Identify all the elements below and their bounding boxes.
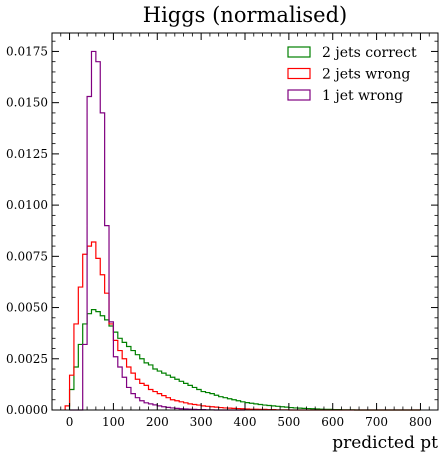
x-axis-label: predicted pt <box>332 433 438 453</box>
x-tick-label: 500 <box>277 415 300 429</box>
legend-swatch <box>287 67 311 80</box>
y-tick-label: 0.0100 <box>6 198 48 212</box>
plot-frame <box>51 32 439 411</box>
legend-swatch <box>287 89 311 101</box>
y-tick-label: 0.0075 <box>6 249 48 263</box>
plot-area <box>64 50 421 411</box>
y-tick-label: 0.0125 <box>6 147 48 161</box>
series-1-histogram <box>68 309 421 411</box>
series-3-histogram <box>69 50 245 411</box>
axis-ticks: 0 100 200 300 400 500 600 700 800 0.0000 0.0025 0.0… <box>6 33 439 429</box>
x-tick-label: 200 <box>146 415 169 429</box>
x-tick-label: 600 <box>321 415 344 429</box>
x-tick-label: 800 <box>409 415 432 429</box>
x-tick-label: 100 <box>102 415 125 429</box>
x-tick-label: 400 <box>234 415 257 429</box>
y-tick-label: 0.0025 <box>6 352 48 366</box>
y-tick-label: 0.0050 <box>6 301 48 315</box>
legend-label: 2 jets wrong <box>322 67 410 83</box>
series-2-histogram <box>64 241 421 411</box>
x-tick-label: 0 <box>66 415 74 429</box>
x-tick-label: 700 <box>365 415 388 429</box>
x-tick-label: 300 <box>190 415 213 429</box>
y-tick-label: 0.0000 <box>6 403 48 417</box>
chart-title: Higgs (normalised) <box>143 3 347 27</box>
legend-label: 1 jet wrong <box>322 88 403 104</box>
legend-label: 2 jets correct <box>322 45 417 61</box>
y-tick-label: 0.0150 <box>6 96 48 110</box>
legend-swatch <box>287 46 311 58</box>
legend: 2 jets correct 2 jets wrong 1 jet wrong <box>287 45 417 104</box>
y-tick-label: 0.0175 <box>6 44 48 58</box>
